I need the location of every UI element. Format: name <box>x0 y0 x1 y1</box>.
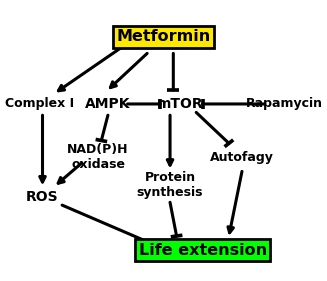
Text: Metformin: Metformin <box>116 29 211 44</box>
Text: Protein
synthesis: Protein synthesis <box>137 171 203 200</box>
Text: Autofagy: Autofagy <box>210 151 274 164</box>
Text: Complex I: Complex I <box>5 98 74 110</box>
Text: mTOR: mTOR <box>157 97 203 111</box>
Text: ROS: ROS <box>26 190 59 204</box>
Text: Rapamycin: Rapamycin <box>246 98 323 110</box>
Text: NAD(P)H
oxidase: NAD(P)H oxidase <box>67 143 129 171</box>
Text: Life extension: Life extension <box>139 243 267 258</box>
Text: AMPK: AMPK <box>85 97 131 111</box>
